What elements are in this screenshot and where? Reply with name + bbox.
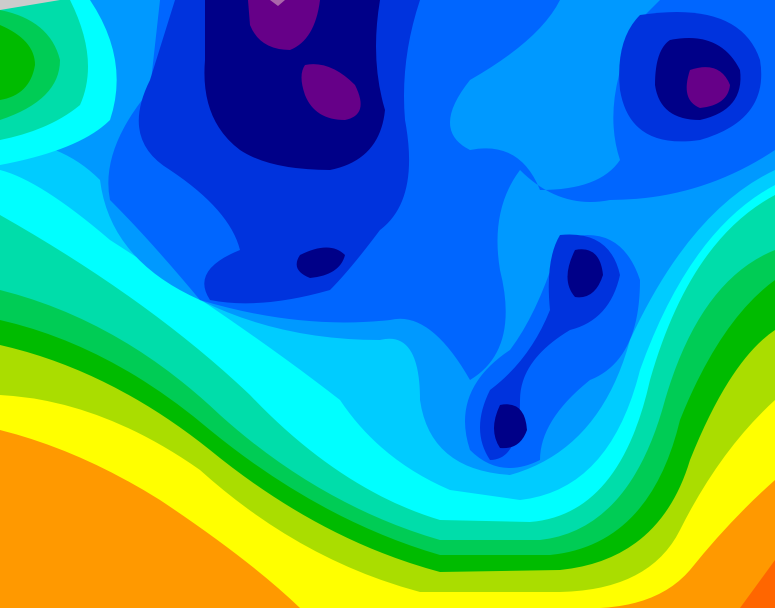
left-green-blob-core bbox=[0, 25, 35, 100]
navy-small-3 bbox=[494, 404, 527, 449]
navy-small-1 bbox=[296, 247, 345, 278]
purple-blob-2 bbox=[301, 64, 361, 120]
light-purple-spot bbox=[270, 0, 285, 6]
navy-main bbox=[204, 0, 385, 170]
top-left-gray-strip bbox=[0, 0, 60, 10]
purple-blob-1 bbox=[248, 0, 320, 50]
purple-blob-3 bbox=[686, 67, 730, 108]
navy-small-2 bbox=[567, 249, 603, 298]
band-dark-orange bbox=[740, 560, 775, 608]
